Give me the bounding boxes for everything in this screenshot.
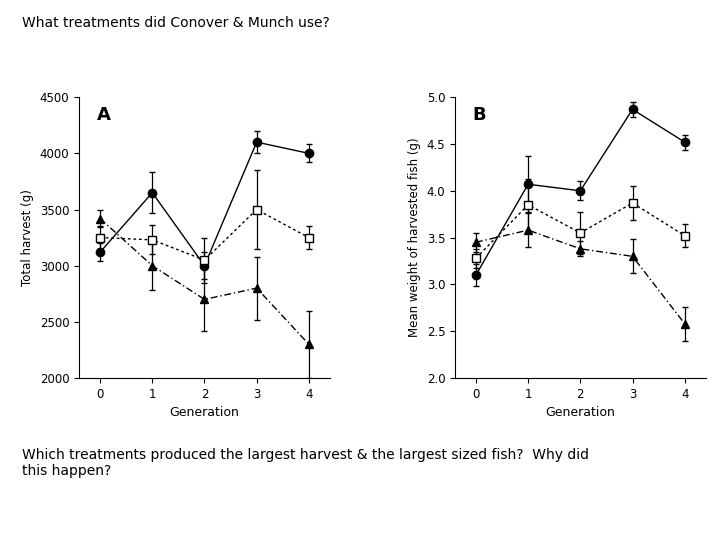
Text: A: A bbox=[96, 106, 111, 124]
Text: What treatments did Conover & Munch use?: What treatments did Conover & Munch use? bbox=[22, 16, 329, 30]
X-axis label: Generation: Generation bbox=[545, 406, 616, 419]
Y-axis label: Total harvest (g): Total harvest (g) bbox=[22, 189, 35, 286]
Y-axis label: Mean weight of harvested fish (g): Mean weight of harvested fish (g) bbox=[408, 138, 421, 338]
Text: Which treatments produced the largest harvest & the largest sized fish?  Why did: Which treatments produced the largest ha… bbox=[22, 448, 589, 478]
X-axis label: Generation: Generation bbox=[169, 406, 240, 419]
Text: B: B bbox=[472, 106, 486, 124]
